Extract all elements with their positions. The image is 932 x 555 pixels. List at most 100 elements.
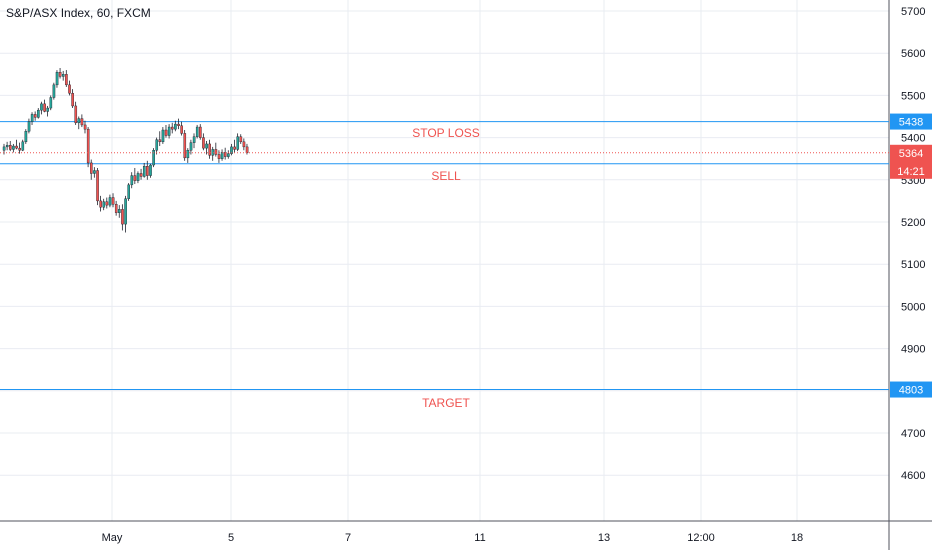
countdown-label: 14:21 — [897, 166, 925, 178]
candle-body — [195, 126, 199, 137]
candle-body — [139, 173, 143, 177]
candle-body — [239, 136, 243, 143]
y-tick-label: 5100 — [901, 259, 925, 271]
candle-body — [152, 150, 155, 166]
candle-body — [114, 204, 118, 213]
candle-body — [202, 137, 205, 149]
candle-body — [102, 201, 106, 208]
candle-body — [83, 124, 87, 130]
candle-body — [46, 107, 50, 112]
candle-body — [217, 154, 221, 159]
price-tag-bg — [890, 113, 932, 130]
y-tick-label: 5600 — [901, 48, 925, 60]
candle-body — [205, 143, 208, 149]
candle-body — [43, 103, 46, 112]
y-tick-label: 5700 — [901, 6, 925, 18]
price-tag-label: 5438 — [899, 117, 923, 129]
y-tick-label: 5200 — [901, 217, 925, 229]
candle-body — [214, 149, 218, 155]
candle-body — [161, 129, 165, 143]
candle-body — [155, 139, 159, 151]
candle-body — [146, 166, 149, 176]
candle-body — [220, 152, 224, 159]
candle-body — [208, 143, 211, 156]
chart-title: S&P/ASX Index, 60, FXCM — [6, 6, 151, 20]
candle-body — [74, 105, 78, 124]
candle-body — [99, 200, 102, 208]
candle-body — [5, 144, 9, 148]
candle-body — [189, 142, 193, 151]
candle-body — [171, 126, 174, 130]
candle-body — [242, 141, 246, 148]
candle-body — [90, 162, 93, 174]
candle-body — [199, 126, 202, 138]
candle-body — [52, 84, 56, 98]
candle-body — [68, 84, 71, 94]
candle-body — [27, 121, 31, 132]
y-tick-label: 5400 — [901, 133, 925, 145]
price-tag-label: 4803 — [899, 385, 923, 397]
hline-label: SELL — [431, 169, 461, 183]
candle-body — [105, 201, 109, 206]
candle-body — [142, 166, 146, 177]
candle-body — [65, 74, 68, 86]
candle-body — [158, 139, 162, 143]
candle-body — [121, 209, 124, 225]
candle-body — [230, 146, 233, 154]
candle-body — [245, 146, 249, 153]
candle-body — [61, 74, 65, 77]
candle-body — [93, 170, 96, 174]
y-tick-label: 4600 — [901, 470, 925, 482]
candle-body — [55, 71, 59, 86]
hline-label: TARGET — [422, 396, 470, 410]
candle-body — [40, 103, 43, 111]
candle-body — [236, 136, 240, 150]
candle-body — [18, 147, 21, 151]
candle-body — [9, 144, 12, 150]
candle-body — [133, 175, 137, 181]
current-price-tag-bg — [890, 144, 932, 179]
x-tick-label: 5 — [228, 532, 234, 544]
candle-body — [227, 153, 230, 157]
candle-body — [96, 170, 99, 202]
candle-body — [15, 145, 18, 149]
candle-body — [136, 173, 140, 181]
hline-label: STOP LOSS — [412, 126, 480, 140]
candle-body — [167, 126, 171, 136]
candle-body — [111, 197, 115, 205]
candle-body — [80, 118, 84, 126]
candle-body — [180, 125, 183, 134]
candle-body — [192, 136, 196, 143]
candle-body — [108, 197, 112, 206]
x-tick-label: 13 — [598, 532, 610, 544]
candle-body — [58, 71, 62, 77]
candle-body — [77, 118, 81, 124]
candle-body — [130, 175, 134, 186]
x-tick-label: 18 — [791, 532, 803, 544]
candle-body — [30, 114, 34, 122]
y-tick-label: 4700 — [901, 428, 925, 440]
candle-body — [164, 129, 168, 136]
candle-body — [21, 141, 25, 151]
x-tick-label: 12:00 — [687, 532, 715, 544]
candle-body — [12, 145, 15, 150]
candle-body — [183, 133, 187, 159]
y-tick-label: 4900 — [901, 344, 925, 356]
x-tick-label: 11 — [474, 532, 485, 544]
y-tick-label: 5500 — [901, 90, 925, 102]
candle-body — [233, 146, 236, 150]
candle-body — [124, 198, 127, 225]
candle-body — [24, 131, 28, 143]
candle-body — [186, 150, 190, 159]
x-tick-label: 7 — [345, 532, 351, 544]
candle-body — [2, 146, 6, 151]
candle-body — [86, 128, 90, 164]
candle-body — [174, 123, 177, 130]
x-tick-label: May — [102, 532, 123, 544]
price-tag-bg — [890, 381, 932, 398]
candle-body — [49, 97, 53, 109]
candle-body — [177, 123, 180, 126]
candle-body — [149, 164, 152, 176]
